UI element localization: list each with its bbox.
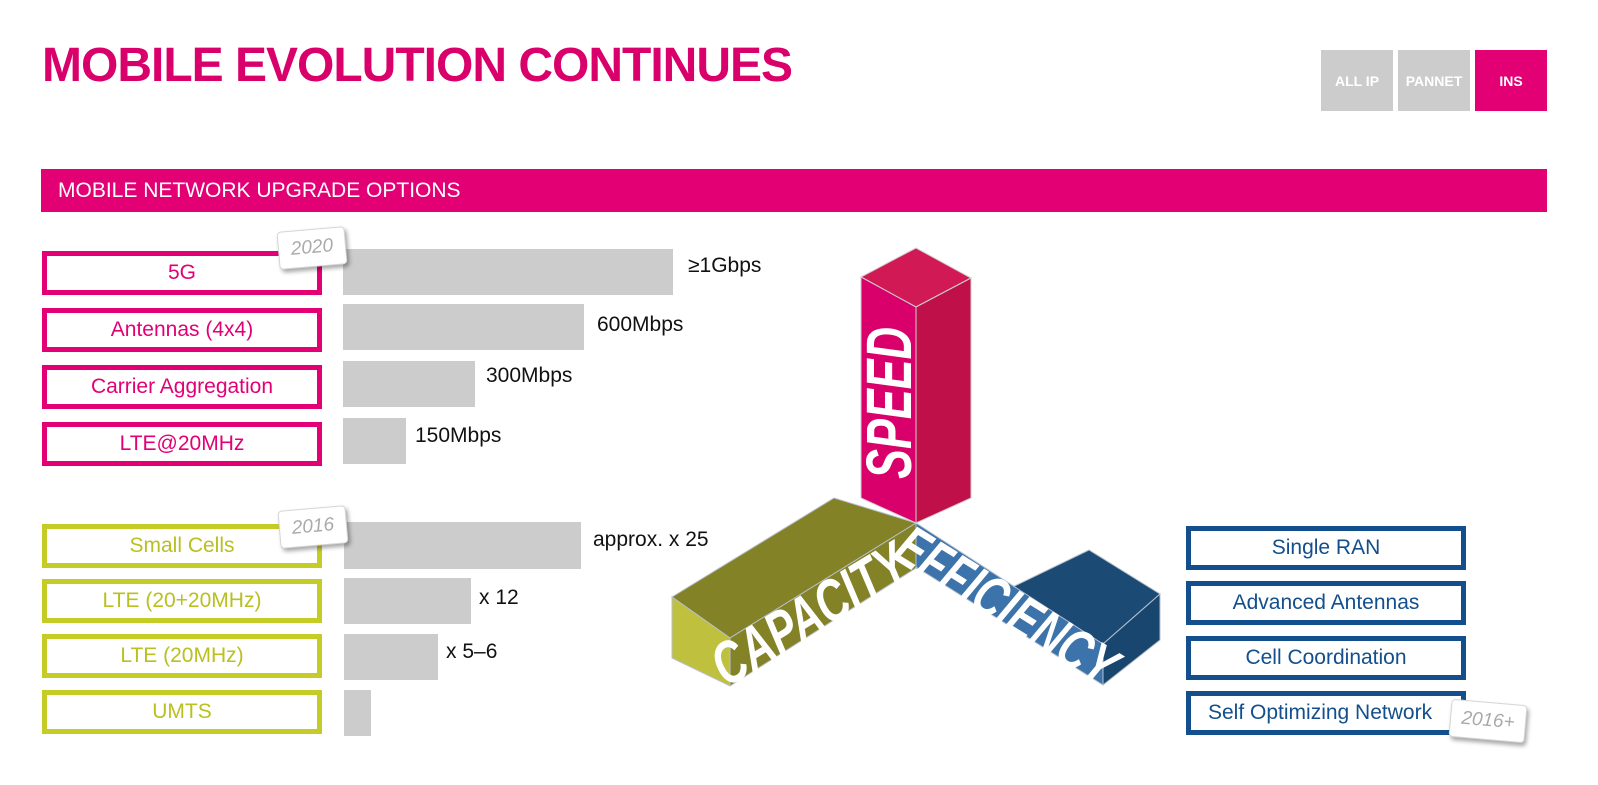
- option-lte-20-20mhz: LTE (20+20MHz): [42, 579, 322, 623]
- option-small-cells: Small Cells: [42, 524, 322, 568]
- page-title: MOBILE EVOLUTION CONTINUES: [42, 39, 793, 92]
- speed-value-lte: 150Mbps: [415, 424, 502, 447]
- tab-ins[interactable]: INS: [1475, 50, 1547, 111]
- capacity-arm-end: [671, 596, 731, 687]
- efficiency-arm-end: [1102, 592, 1161, 687]
- section-title-bar: MOBILE NETWORK UPGRADE OPTIONS: [41, 169, 1547, 212]
- year-tag-2016: 2016: [277, 505, 349, 549]
- speed-value-carrier-aggregation: 300Mbps: [486, 364, 573, 387]
- year-tag-2020: 2020: [276, 226, 348, 270]
- tab-all-ip[interactable]: ALL IP: [1321, 50, 1393, 111]
- speed-value-antennas: 600Mbps: [597, 313, 684, 336]
- capacity-bar-umts: [344, 690, 371, 736]
- speed-bar-carrier-aggregation: [343, 361, 475, 407]
- option-5g: 5G: [42, 251, 322, 295]
- option-carrier-aggregation: Carrier Aggregation: [42, 365, 322, 409]
- option-cell-coordination: Cell Coordination: [1186, 636, 1466, 680]
- capacity-value-lte-20-20: x 12: [479, 586, 519, 609]
- speed-capacity-efficiency-cube: SPEED CAPACITY EFFICIENCY: [671, 247, 1161, 700]
- speed-pillar-front: [860, 276, 917, 524]
- option-self-optimizing-network: Self Optimizing Network: [1186, 691, 1466, 735]
- option-lte-20mhz-capacity: LTE (20MHz): [42, 634, 322, 678]
- capacity-bar-small-cells: [344, 522, 581, 569]
- capacity-value-lte-20: x 5–6: [446, 640, 498, 663]
- capacity-bar-lte-20: [344, 634, 438, 680]
- year-tag-2016-plus: 2016+: [1448, 698, 1528, 744]
- speed-bar-5g: [343, 249, 673, 295]
- speed-label: SPEED: [853, 327, 925, 479]
- speed-bar-antennas: [343, 304, 584, 350]
- option-umts: UMTS: [42, 690, 322, 734]
- option-advanced-antennas: Advanced Antennas: [1186, 581, 1466, 625]
- tab-pannet[interactable]: PANNET: [1398, 50, 1470, 111]
- speed-value-5g: ≥1Gbps: [688, 254, 762, 277]
- option-antennas-4x4: Antennas (4x4): [42, 308, 322, 352]
- option-lte-20mhz: LTE@20MHz: [42, 422, 322, 466]
- section-nav: ALL IP PANNET INS: [1321, 50, 1552, 111]
- capacity-value-small-cells: approx. x 25: [593, 528, 709, 551]
- capacity-bar-lte-20-20: [344, 578, 471, 624]
- speed-bar-lte: [343, 418, 406, 464]
- option-single-ran: Single RAN: [1186, 526, 1466, 570]
